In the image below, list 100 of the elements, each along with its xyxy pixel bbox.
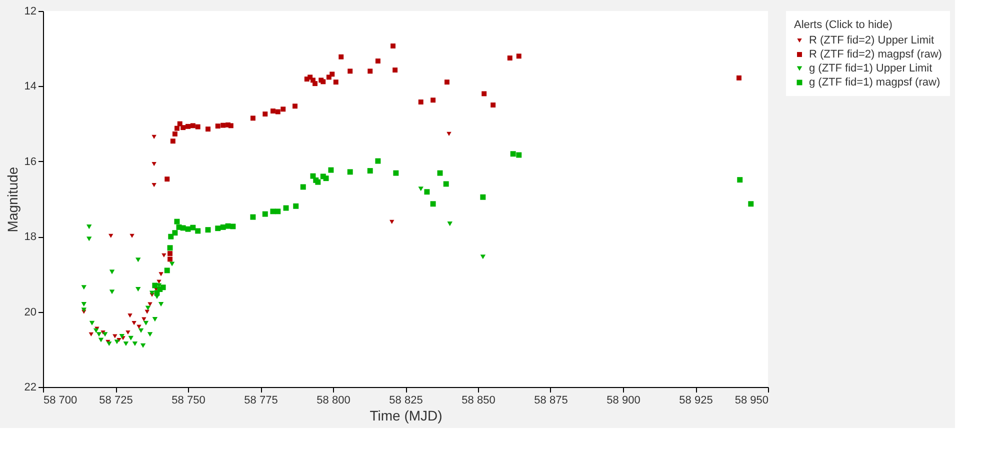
point xyxy=(737,177,743,183)
point xyxy=(86,224,92,230)
x-tick-label: 58 875 xyxy=(534,394,568,406)
point xyxy=(220,122,226,128)
point xyxy=(136,286,141,292)
point xyxy=(158,272,164,276)
point xyxy=(140,343,146,348)
point xyxy=(748,201,754,207)
point xyxy=(156,280,162,284)
point xyxy=(152,282,158,288)
point xyxy=(368,68,373,74)
point xyxy=(338,54,344,60)
point xyxy=(292,104,298,109)
point xyxy=(262,112,268,117)
point xyxy=(123,341,129,346)
point xyxy=(109,270,115,274)
point xyxy=(136,258,141,262)
point xyxy=(250,214,256,220)
legend-label: R (ZTF fid=2) Upper Limit xyxy=(809,34,934,46)
point xyxy=(190,224,196,230)
point xyxy=(262,211,268,217)
point xyxy=(507,56,512,60)
point xyxy=(393,170,399,176)
x-tick-label: 58 925 xyxy=(679,394,713,406)
point xyxy=(112,334,118,338)
point xyxy=(126,330,130,335)
point xyxy=(333,80,338,85)
point xyxy=(312,81,318,86)
point xyxy=(390,43,396,48)
point xyxy=(138,328,144,333)
y-tick-label: 16 xyxy=(24,156,36,168)
x-tick-label: 58 700 xyxy=(44,394,78,406)
point xyxy=(482,91,487,96)
point xyxy=(128,314,132,318)
point xyxy=(437,170,443,176)
y-tick-label: 18 xyxy=(24,231,36,244)
point xyxy=(152,134,156,139)
point xyxy=(280,106,286,112)
point xyxy=(490,102,496,108)
point xyxy=(186,124,190,129)
point xyxy=(430,201,436,207)
point xyxy=(169,262,175,266)
point xyxy=(160,284,166,290)
point xyxy=(215,124,220,129)
point xyxy=(86,236,92,242)
point xyxy=(148,302,152,306)
point xyxy=(147,332,153,337)
y-axis-title: Magnitude xyxy=(4,166,20,232)
point xyxy=(89,320,95,326)
point xyxy=(275,109,280,114)
point xyxy=(152,317,158,322)
point xyxy=(143,320,149,326)
point xyxy=(152,162,156,166)
point xyxy=(98,338,104,342)
point xyxy=(510,151,516,157)
x-tick-label: 58 800 xyxy=(316,394,350,406)
y-tick-label: 20 xyxy=(24,306,36,318)
point xyxy=(443,181,449,187)
point xyxy=(145,306,151,310)
x-tick-label: 58 850 xyxy=(462,394,496,406)
x-tick-label: 58 900 xyxy=(606,394,640,406)
x-tick-label: 58 950 xyxy=(734,394,768,406)
point xyxy=(230,224,236,230)
point xyxy=(167,245,173,251)
point xyxy=(172,230,178,236)
point xyxy=(430,98,436,103)
point xyxy=(162,253,166,258)
point xyxy=(96,332,102,337)
point xyxy=(424,189,430,195)
point xyxy=(348,68,353,74)
point xyxy=(168,251,173,256)
x-tick-label: 58 725 xyxy=(99,394,133,406)
point xyxy=(480,194,486,200)
point xyxy=(480,254,486,260)
point xyxy=(330,72,335,77)
point xyxy=(270,208,276,214)
point xyxy=(158,302,164,307)
x-axis-title: Time (MJD) xyxy=(370,408,442,424)
x-tick-label: 58 750 xyxy=(172,394,206,406)
point xyxy=(206,126,210,132)
point xyxy=(228,123,234,128)
point xyxy=(170,138,176,144)
point xyxy=(205,227,211,233)
point xyxy=(446,132,452,136)
point xyxy=(180,225,186,231)
point xyxy=(367,168,373,174)
point xyxy=(128,336,134,340)
point xyxy=(736,75,742,80)
legend-title: Alerts (Click to hide) xyxy=(794,19,892,31)
point xyxy=(102,332,108,337)
point xyxy=(392,68,398,73)
point xyxy=(114,340,120,344)
point xyxy=(164,176,170,182)
point xyxy=(174,218,180,224)
legend-label: R (ZTF fid=2) magpsf (raw) xyxy=(809,48,942,60)
point xyxy=(168,234,174,240)
point xyxy=(323,176,329,182)
point xyxy=(300,184,306,190)
point xyxy=(516,152,522,158)
x-tick-label: 58 775 xyxy=(244,394,278,406)
